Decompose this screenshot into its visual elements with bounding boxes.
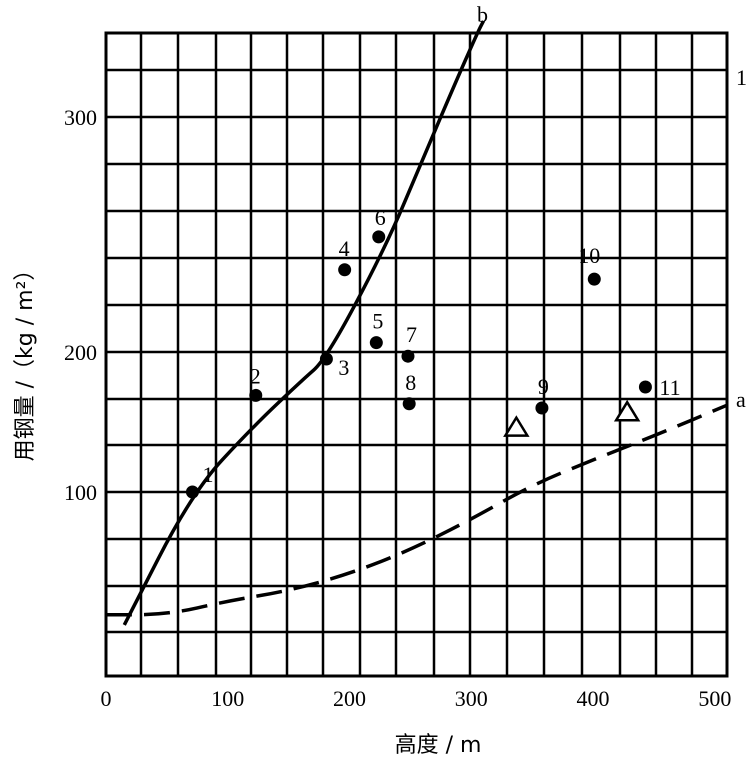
point-label-11: 11 xyxy=(659,375,680,400)
curve-label-a: a xyxy=(736,387,746,412)
point-label-7: 7 xyxy=(406,322,417,347)
y-tick-label: 300 xyxy=(64,105,97,130)
curve-label-b: b xyxy=(477,2,488,27)
point-marker-4 xyxy=(338,263,352,277)
point-label-6: 6 xyxy=(375,205,386,230)
point-label-3: 3 xyxy=(338,355,349,380)
data-points: 1 2 3 4 5 6 7 8 9 10 11 xyxy=(185,205,681,499)
x-tick-label: 0 xyxy=(101,686,112,711)
y-axis-title: 用钢量 /（kg / m²） xyxy=(13,259,38,462)
x-tick-label: 400 xyxy=(577,686,610,711)
point-marker-7 xyxy=(401,349,415,363)
point-marker-8 xyxy=(402,397,416,411)
tick-labels: 0 100 200 300 400 500 100 200 300 xyxy=(64,105,731,711)
plot-frame xyxy=(104,31,729,678)
point-marker-6 xyxy=(372,230,386,244)
point-marker-3 xyxy=(319,352,333,366)
x-tick-label: 300 xyxy=(455,686,488,711)
triangle-marker xyxy=(503,415,530,437)
point-label-1: 1 xyxy=(202,462,213,487)
point-label-2: 2 xyxy=(250,363,261,388)
point-label-9: 9 xyxy=(538,374,549,399)
x-axis-title: 高度 / m xyxy=(395,733,482,758)
point-label-5: 5 xyxy=(372,309,383,334)
grid xyxy=(106,33,727,676)
curve-b xyxy=(122,20,486,626)
point-label-8: 8 xyxy=(405,370,416,395)
y-tick-label: 200 xyxy=(64,340,97,365)
point-marker-9 xyxy=(535,401,549,415)
curve-a xyxy=(105,403,728,617)
corner-label: 1 xyxy=(736,65,747,90)
x-tick-label: 500 xyxy=(698,686,731,711)
triangle-marker xyxy=(613,399,641,422)
x-tick-label: 200 xyxy=(333,686,366,711)
point-marker-2 xyxy=(249,388,263,402)
curves: ba xyxy=(105,2,746,626)
point-marker-1 xyxy=(185,485,199,499)
point-marker-11 xyxy=(638,380,652,394)
point-label-4: 4 xyxy=(339,236,350,261)
y-tick-label: 100 xyxy=(64,480,97,505)
point-marker-5 xyxy=(369,336,383,350)
point-marker-10 xyxy=(587,272,601,286)
point-label-10: 10 xyxy=(578,243,600,268)
x-tick-label: 100 xyxy=(211,686,244,711)
